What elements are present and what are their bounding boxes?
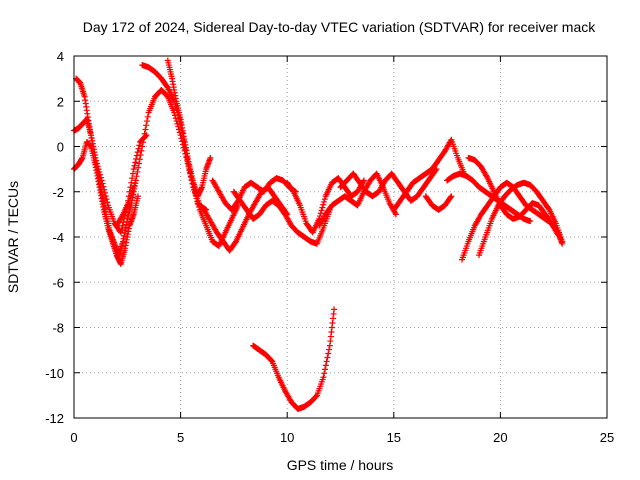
y-tick-label: -10 xyxy=(45,366,64,381)
x-tick-label: 5 xyxy=(177,430,184,445)
data-point xyxy=(447,194,454,201)
data-point xyxy=(132,177,139,184)
data-point xyxy=(320,374,327,381)
data-point xyxy=(93,160,100,167)
data-point xyxy=(324,354,331,361)
data-point xyxy=(136,160,143,167)
data-point xyxy=(313,393,320,400)
data-point xyxy=(317,210,324,217)
data-point xyxy=(103,196,110,203)
series-arc-9 xyxy=(230,188,333,247)
data-point xyxy=(318,207,325,214)
data-point xyxy=(319,204,326,211)
y-tick-label: -6 xyxy=(52,275,64,290)
data-point xyxy=(322,362,329,369)
series-arc-14 xyxy=(422,193,455,213)
data-point xyxy=(101,186,108,193)
data-point xyxy=(331,306,338,313)
data-point xyxy=(94,163,101,170)
x-tick-label: 25 xyxy=(600,430,614,445)
data-point xyxy=(129,175,136,182)
data-point xyxy=(144,113,151,120)
data-point xyxy=(137,151,144,158)
data-point xyxy=(559,238,566,245)
data-point xyxy=(118,226,125,233)
data-point xyxy=(143,122,150,129)
data-point xyxy=(131,162,138,169)
x-tick-label: 20 xyxy=(493,430,507,445)
data-point xyxy=(139,143,146,150)
data-point xyxy=(98,177,105,184)
data-point xyxy=(322,366,329,373)
gridlines xyxy=(74,56,607,418)
data-point xyxy=(104,199,111,206)
y-tick-label: 4 xyxy=(57,49,64,64)
y-tick-label: -8 xyxy=(52,321,64,336)
data-point xyxy=(100,183,107,190)
data-point xyxy=(102,192,109,199)
data-point xyxy=(207,154,214,161)
series-arc-4 xyxy=(113,86,210,229)
y-tick-label: -12 xyxy=(45,411,64,426)
data-point xyxy=(138,147,145,154)
y-tick-label: -2 xyxy=(52,185,64,200)
data-point xyxy=(140,135,147,142)
data-point xyxy=(136,156,143,163)
data-point xyxy=(141,130,148,137)
data-point xyxy=(97,174,104,181)
data-point xyxy=(117,229,124,236)
y-axis-label: SDTVAR / TECUs xyxy=(5,181,21,293)
series-arc-19 xyxy=(250,306,338,412)
data-point xyxy=(132,159,139,166)
data-point xyxy=(134,168,141,175)
data-point xyxy=(136,142,143,149)
y-tick-label: 2 xyxy=(57,94,64,109)
data-point xyxy=(321,196,328,203)
data-point xyxy=(130,166,137,173)
data-point xyxy=(321,370,328,377)
data-point xyxy=(142,126,149,133)
data-point xyxy=(101,189,108,196)
data-point xyxy=(392,211,399,218)
data-point xyxy=(325,350,332,357)
data-point xyxy=(135,164,142,171)
data-point xyxy=(326,346,333,353)
data-point xyxy=(93,157,100,164)
data-point xyxy=(97,171,104,178)
data-point xyxy=(99,180,106,187)
chart-title: Day 172 of 2024, Sidereal Day-to-day VTE… xyxy=(83,19,596,35)
series-arc-6 xyxy=(164,57,214,200)
y-tick-label: 0 xyxy=(57,140,64,155)
data-point xyxy=(134,149,141,156)
data-markers xyxy=(71,57,566,412)
data-point xyxy=(360,177,367,184)
axis-ticks: 0 5 10 15 20 25 -12 -10 -8 -6 -4 -2 0 2 4 xyxy=(45,49,614,445)
data-point xyxy=(323,358,330,365)
series-arc-17 xyxy=(465,154,561,238)
series-arc-13 xyxy=(390,136,468,213)
data-point xyxy=(120,219,127,226)
data-point xyxy=(129,170,136,177)
data-point xyxy=(133,173,140,180)
data-point xyxy=(140,139,147,146)
series-arc-18 xyxy=(476,179,566,259)
data-point xyxy=(527,218,534,225)
x-tick-label: 10 xyxy=(280,430,294,445)
x-tick-label: 15 xyxy=(387,430,401,445)
data-point xyxy=(119,222,126,229)
data-point xyxy=(92,154,99,161)
x-axis-label: GPS time / hours xyxy=(287,457,394,473)
data-point xyxy=(144,118,151,125)
data-point xyxy=(127,184,134,191)
y-tick-label: -4 xyxy=(52,230,64,245)
data-point xyxy=(95,166,102,173)
data-point xyxy=(320,201,327,208)
plot-frame xyxy=(73,55,608,419)
data-point xyxy=(320,198,327,205)
x-tick-label: 0 xyxy=(70,430,77,445)
data-point xyxy=(448,193,455,200)
data-point xyxy=(134,193,141,200)
data-point xyxy=(96,168,103,175)
